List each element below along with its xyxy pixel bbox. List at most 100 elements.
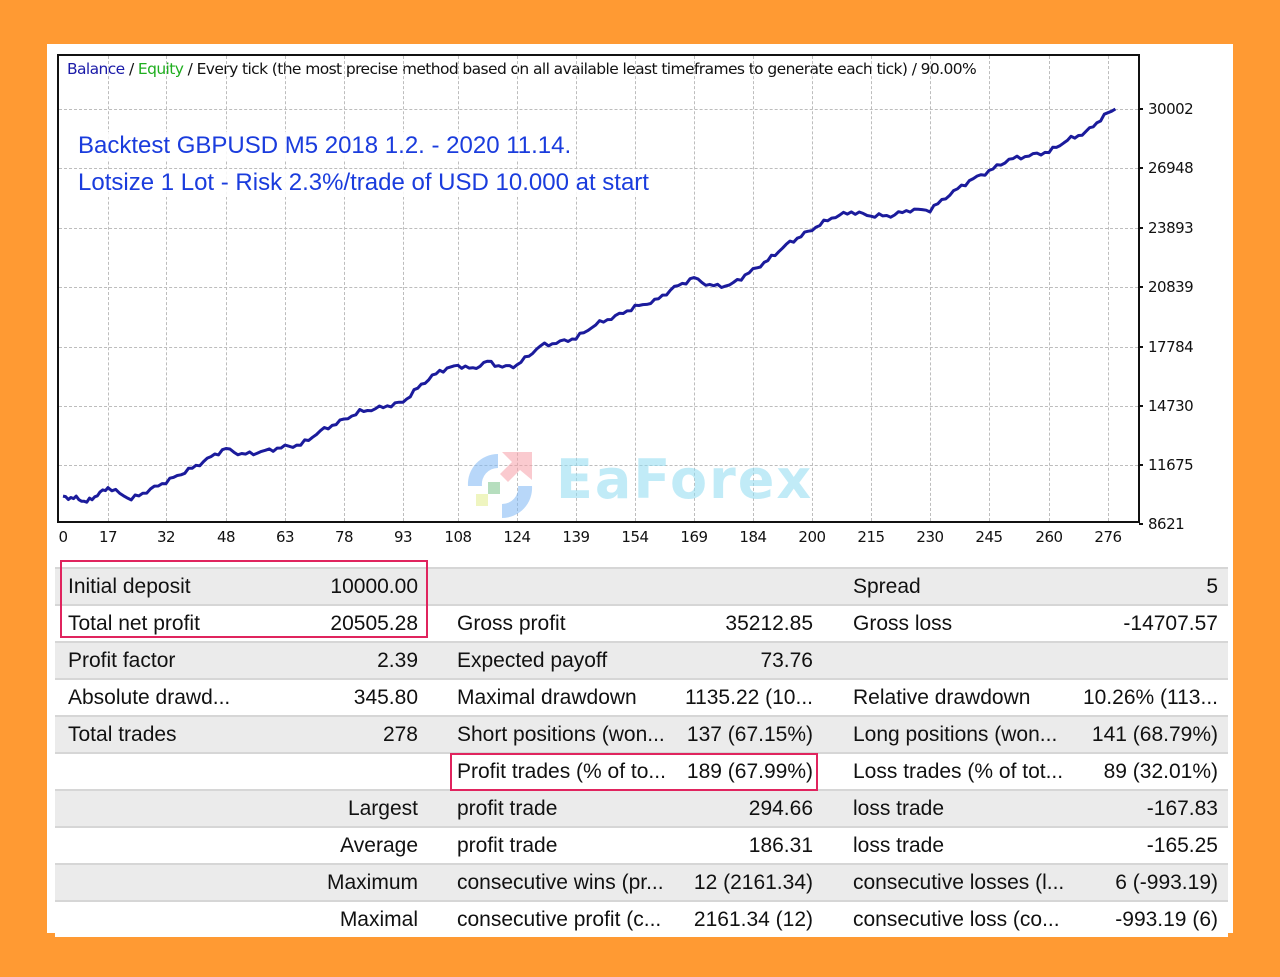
grid-line-horizontal xyxy=(59,287,1138,288)
y-axis-tick-label: 23893 xyxy=(1148,219,1194,237)
legend-equity: Equity xyxy=(137,60,184,78)
grid-line-vertical xyxy=(166,56,167,521)
stat-label: Short positions (won... xyxy=(457,723,665,746)
grid-line-horizontal xyxy=(59,465,1138,466)
x-axis-tick-label: 230 xyxy=(916,528,944,546)
x-axis-tick-label: 17 xyxy=(98,528,118,546)
stat-value: 1135.22 (10... xyxy=(684,686,813,709)
y-axis-tick xyxy=(1139,286,1143,288)
y-axis-tick xyxy=(1139,405,1143,407)
y-axis-tick-label: 26948 xyxy=(1148,159,1194,177)
grid-line-horizontal xyxy=(59,347,1138,348)
chart-annotation-line2: Lotsize 1 Lot - Risk 2.3%/trade of USD 1… xyxy=(78,169,649,197)
stats-row: Total net profit 20505.28 Gross profit 3521… xyxy=(55,604,1228,641)
stat-value: -165.25 xyxy=(1146,834,1218,857)
grid-line-horizontal xyxy=(59,109,1138,110)
stat-group-label: Maximal xyxy=(339,908,418,931)
x-axis-tick-label: 215 xyxy=(857,528,885,546)
stat-value: 137 (67.15%) xyxy=(686,723,813,746)
grid-line-vertical xyxy=(989,56,990,521)
stat-label: loss trade xyxy=(853,797,945,820)
stat-value: 12 (2161.34) xyxy=(693,871,813,894)
stats-row: Initial deposit 10000.00 Spread 5 xyxy=(55,567,1228,604)
y-axis-tick-label: 8621 xyxy=(1148,515,1185,533)
stat-value: 20505.28 xyxy=(330,612,418,635)
chart-annotation-line1: Backtest GBPUSD M5 2018 1.2. - 2020 11.1… xyxy=(78,132,572,160)
legend-balance: Balance xyxy=(67,60,125,78)
x-axis-tick-label: 200 xyxy=(798,528,826,546)
stat-label: Maximal drawdown xyxy=(457,686,637,709)
y-axis-tick xyxy=(1139,108,1143,110)
stat-label: Loss trades (% of tot... xyxy=(853,760,1064,783)
grid-line-vertical xyxy=(403,56,404,521)
stat-label: Spread xyxy=(853,575,921,598)
stat-group-label: Largest xyxy=(347,797,418,820)
stat-label: Relative drawdown xyxy=(853,686,1031,709)
x-axis-tick-label: 139 xyxy=(562,528,590,546)
x-axis-tick-label: 154 xyxy=(621,528,649,546)
x-axis-tick-label: 245 xyxy=(975,528,1003,546)
stat-label: consecutive loss (co... xyxy=(853,908,1060,931)
stat-label: loss trade xyxy=(853,834,945,857)
stat-label: Gross profit xyxy=(457,612,566,635)
stats-row: Profit trades (% of to... 189 (67.99%) Los… xyxy=(55,752,1228,789)
grid-line-vertical xyxy=(458,56,459,521)
stat-value: -993.19 (6) xyxy=(1115,908,1218,931)
grid-line-vertical xyxy=(285,56,286,521)
grid-line-vertical xyxy=(753,56,754,521)
y-axis-tick-label: 20839 xyxy=(1148,278,1194,296)
grid-line-vertical xyxy=(517,56,518,521)
stat-value: 345.80 xyxy=(353,686,418,709)
x-axis-tick-label: 108 xyxy=(444,528,472,546)
x-axis-tick-label: 184 xyxy=(739,528,767,546)
grid-line-vertical xyxy=(1049,56,1050,521)
stat-value: 294.66 xyxy=(748,797,813,820)
x-axis-tick-label: 63 xyxy=(275,528,295,546)
stat-label: consecutive profit (c... xyxy=(457,908,662,931)
stat-value: 2161.34 (12) xyxy=(693,908,813,931)
y-axis-tick xyxy=(1139,464,1143,466)
stat-label: Total trades xyxy=(68,723,177,746)
stats-row: Maximum consecutive wins (pr... 12 (2161.3… xyxy=(55,863,1228,900)
stats-row: Absolute drawd... 345.80 Maximal drawdown 1… xyxy=(55,678,1228,715)
stat-label: Expected payoff xyxy=(457,649,608,672)
stat-label: Gross loss xyxy=(853,612,953,635)
x-axis-tick-label: 32 xyxy=(156,528,176,546)
stat-label: Profit factor xyxy=(68,649,176,672)
stat-value: 278 xyxy=(382,723,418,746)
grid-line-vertical xyxy=(1108,56,1109,521)
stat-label: Long positions (won... xyxy=(853,723,1058,746)
stat-label: profit trade xyxy=(457,797,558,820)
y-axis-tick xyxy=(1139,227,1143,229)
stats-table: Initial deposit 10000.00 Spread 5 Total net … xyxy=(55,567,1228,937)
y-axis-tick xyxy=(1139,346,1143,348)
stat-value: 141 (68.79%) xyxy=(1091,723,1218,746)
stat-value: 35212.85 xyxy=(725,612,813,635)
stat-value: 186.31 xyxy=(748,834,813,857)
stats-row: Profit factor 2.39 Expected payoff 73.76 xyxy=(55,641,1228,678)
stat-group-label: Maximum xyxy=(326,871,418,894)
stat-group-label: Average xyxy=(340,834,418,857)
stats-row: Average profit trade 186.31 loss trade -165.… xyxy=(55,826,1228,863)
stats-row: Total trades 278 Short positions (won... 13… xyxy=(55,715,1228,752)
grid-line-vertical xyxy=(576,56,577,521)
stat-value: -167.83 xyxy=(1146,797,1218,820)
y-axis-tick-label: 17784 xyxy=(1148,338,1194,356)
grid-line-horizontal xyxy=(59,406,1138,407)
stat-value: 10000.00 xyxy=(330,575,418,598)
stat-label: Total net profit xyxy=(68,612,200,635)
stat-label: consecutive wins (pr... xyxy=(457,871,664,894)
grid-line-vertical xyxy=(344,56,345,521)
x-axis-tick-label: 48 xyxy=(216,528,236,546)
stat-label: Profit trades (% of to... xyxy=(457,760,666,783)
stat-value: 189 (67.99%) xyxy=(686,760,813,783)
grid-line-vertical xyxy=(226,56,227,521)
stat-label: consecutive losses (l... xyxy=(853,871,1065,894)
x-axis-tick-label: 276 xyxy=(1094,528,1122,546)
x-axis-tick-label: 78 xyxy=(334,528,354,546)
stat-label: Absolute drawd... xyxy=(68,686,231,709)
x-axis-tick-label: 260 xyxy=(1035,528,1063,546)
x-axis-tick-label: 0 xyxy=(58,528,68,546)
y-axis-tick-label: 14730 xyxy=(1148,397,1194,415)
stat-value: 10.26% (113... xyxy=(1082,686,1218,709)
